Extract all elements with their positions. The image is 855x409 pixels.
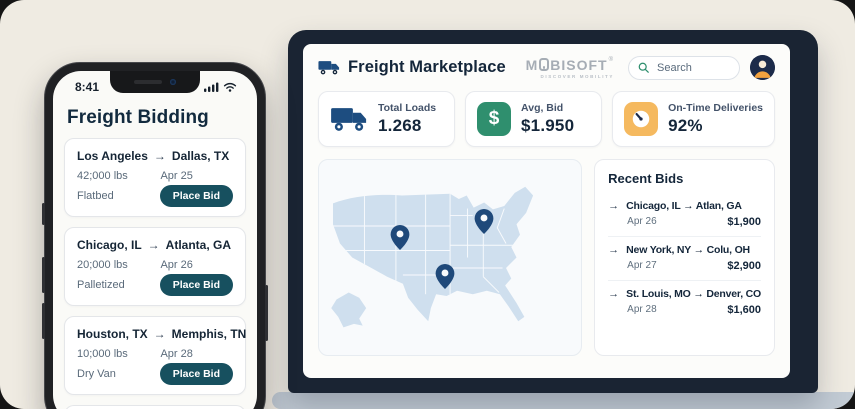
place-bid-button[interactable]: Place Bid [159,185,233,207]
user-avatar[interactable] [750,55,775,80]
phone-device: 8:41 [42,62,268,409]
laptop-screen: Freight Marketplace M BISOFT ® DISCOVER … [303,44,790,378]
speaker-icon [134,80,162,84]
load-destination: Atlanta, GA [165,238,232,252]
bid-route: St. Louis, MO → Denver, CO [626,288,761,300]
phone-screen: 8:41 [53,71,257,409]
arrow-icon: → [153,149,166,163]
bid-date: Apr 26 [627,216,657,227]
wifi-icon [223,82,237,92]
search-icon [638,62,649,73]
bid-row[interactable]: → New York, NY → Colu, OH Apr 27 $2,900 [608,237,761,281]
bid-amount: $1,900 [727,216,761,228]
stat-label: Avg, Bid [521,101,564,114]
bid-row[interactable]: → St. Louis, MO → Denver, CO Apr 28 $1,6… [608,281,761,324]
load-card-partial [64,405,246,409]
status-bar: 8:41 [53,71,257,94]
load-destination: Memphis, TN [171,327,247,341]
status-time: 8:41 [75,80,100,94]
phone-power-button [265,285,268,341]
load-origin: Houston, TX [77,327,148,341]
arrow-icon: → [608,288,620,300]
search-input[interactable] [655,60,730,75]
logo-text-suffix: BISOFT [550,56,608,73]
bid-route: New York, NY → Colu, OH [626,244,750,256]
page-title: Freight Marketplace [348,58,506,76]
bid-date: Apr 28 [627,304,657,315]
arrow-icon: → [608,244,620,256]
load-destination: Dallas, TX [171,149,230,163]
recent-bids-panel: Recent Bids → Chicago, IL → Atlan, GA Ap… [594,159,775,356]
arrow-icon: → [608,200,620,212]
truck-logo-icon [318,59,340,76]
wisconsin-pin[interactable] [474,209,494,235]
marketplace-header: Freight Marketplace M BISOFT ® DISCOVER … [303,44,790,88]
stat-value: $1.950 [521,115,575,135]
stat-value: 92% [668,115,703,135]
bid-amount: $1,600 [727,304,761,316]
load-card: Chicago, IL → Atlanta, GA 20;000 lbs Apr… [64,227,246,306]
truck-icon [330,102,368,136]
registered-mark: ® [608,56,614,63]
load-card: Los Angeles → Dallas, TX 42;000 lbs Apr … [64,138,246,217]
phone-volume-up-button [42,257,45,293]
load-equipment: Palletized [77,279,125,291]
load-weight: 42;000 lbs [77,170,128,182]
arrow-icon: → [153,327,166,341]
recent-bids-title: Recent Bids [608,171,684,186]
load-date: Apr 26 [160,259,193,271]
load-weight: 20;000 lbs [77,259,128,271]
load-origin: Los Angeles [77,149,148,163]
stat-card-on-time: On-Time Deliveries 92% [612,91,775,147]
gauge-icon [624,102,659,136]
phone-volume-down-button [42,303,45,339]
dollar-glyph: $ [488,108,500,129]
place-bid-button[interactable]: Place Bid [159,363,233,385]
dashboard-main: Recent Bids → Chicago, IL → Atlan, GA Ap… [303,147,790,356]
phone-app-title: Freight Bidding [67,107,209,128]
load-weight: 10;000 lbs [77,348,128,360]
load-date: Apr 25 [160,170,193,182]
logo-tagline: DISCOVER MOBILITY [540,73,614,79]
load-date: Apr 28 [160,348,193,360]
laptop-base [272,392,855,409]
stat-label: On-Time Deliveries [668,101,763,114]
load-card: Houston, TX → Memphis, TN 10;000 lbs Apr… [64,316,246,395]
bid-row[interactable]: → Chicago, IL → Atlan, GA Apr 26 $1,900 [608,193,761,237]
search-box[interactable] [628,55,740,80]
arrow-icon: → [147,238,160,252]
us-map [331,186,534,328]
logo-phone-o-icon [539,58,550,71]
place-bid-button[interactable]: Place Bid [159,274,233,296]
dollar-icon: $ [477,102,512,136]
oklahoma-pin[interactable] [435,263,455,289]
bid-route: Chicago, IL → Atlan, GA [626,200,742,212]
load-equipment: Flatbed [77,190,114,202]
signal-bars-icon [204,82,219,92]
colorado-pin[interactable] [390,224,410,250]
camera-icon [170,79,176,85]
stat-value: 1.268 [378,115,422,135]
stat-label: Total Loads [378,101,437,114]
stats-row: Total Loads 1.268 $ Avg, Bid $1.950 [303,88,790,147]
load-origin: Chicago, IL [77,238,142,252]
stat-card-avg-bid: $ Avg, Bid $1.950 [465,91,603,147]
load-equipment: Dry Van [77,368,116,380]
logo-text-prefix: M [525,56,539,73]
us-map-card [318,159,583,356]
bid-date: Apr 27 [627,260,657,271]
phone-notch [110,71,200,93]
phone-side-button [42,203,45,225]
mobisoft-logo: M BISOFT ® DISCOVER MOBILITY [526,57,614,79]
bid-amount: $2,900 [727,260,761,272]
stat-card-total-loads: Total Loads 1.268 [318,91,456,147]
